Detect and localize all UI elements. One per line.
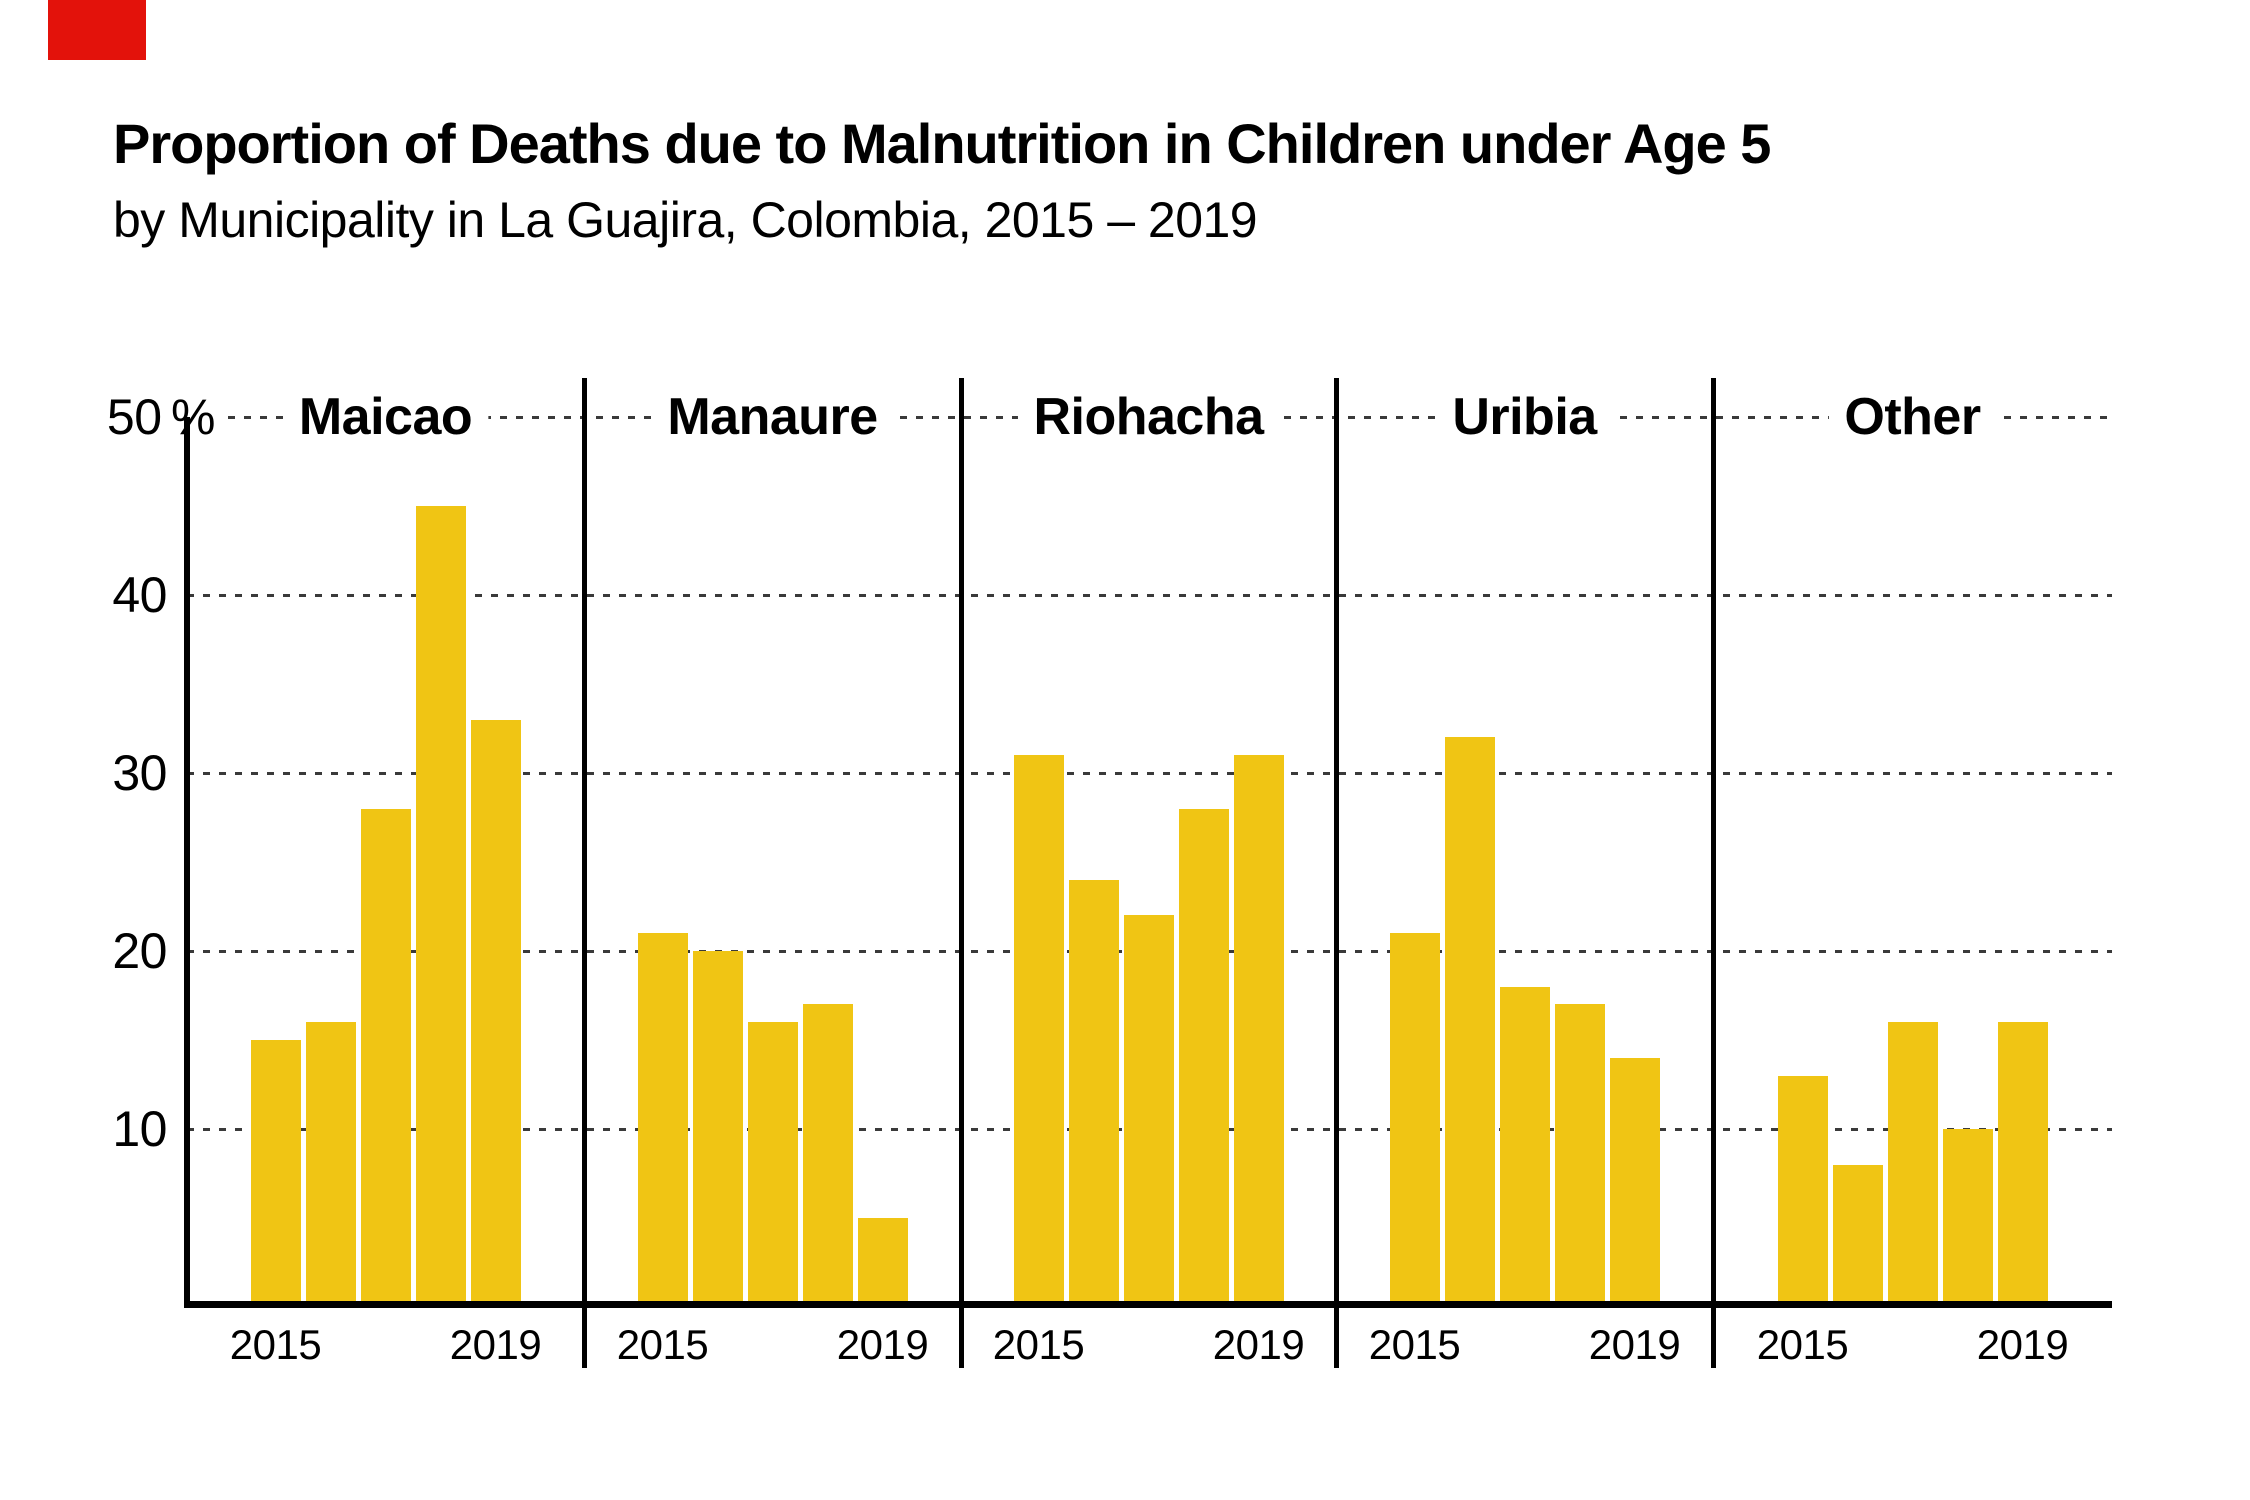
panel-title-other: Other xyxy=(1828,391,1997,443)
brand-red-tab xyxy=(48,0,146,60)
bar-other-2016 xyxy=(1832,1165,1883,1307)
x-tick-other-last: 2019 xyxy=(1976,1321,2069,1368)
y-axis-label-10: 10 xyxy=(112,1101,167,1157)
bar-uribia-2019 xyxy=(1609,1058,1660,1307)
bar-riohacha-2019 xyxy=(1233,755,1284,1307)
panel-title-manaure: Manaure xyxy=(651,391,894,443)
x-tick-maicao-first: 2015 xyxy=(229,1321,322,1368)
bar-manaure-2016 xyxy=(692,951,743,1307)
panel-separator-4 xyxy=(1711,378,1716,1368)
y-axis-label-50: 50 % xyxy=(106,389,216,445)
bar-riohacha-2015 xyxy=(1013,755,1064,1307)
bar-uribia-2015 xyxy=(1389,933,1440,1307)
bar-riohacha-2017 xyxy=(1123,915,1174,1307)
x-tick-riohacha-first: 2015 xyxy=(992,1321,1085,1368)
bar-manaure-2019 xyxy=(857,1218,908,1307)
bar-uribia-2018 xyxy=(1554,1004,1605,1307)
panel-title-uribia: Uribia xyxy=(1436,391,1613,443)
bar-riohacha-2018 xyxy=(1178,809,1229,1307)
bar-other-2015 xyxy=(1777,1076,1828,1307)
bar-other-2017 xyxy=(1887,1022,1938,1307)
bar-manaure-2018 xyxy=(802,1004,853,1307)
panel-separator-1 xyxy=(582,378,587,1368)
bar-manaure-2017 xyxy=(747,1022,798,1307)
bar-other-2018 xyxy=(1942,1129,1993,1307)
x-axis-baseline xyxy=(184,1301,2112,1308)
x-tick-manaure-last: 2019 xyxy=(836,1321,929,1368)
x-tick-uribia-first: 2015 xyxy=(1368,1321,1461,1368)
x-tick-manaure-first: 2015 xyxy=(616,1321,709,1368)
bar-uribia-2017 xyxy=(1499,987,1550,1307)
panel-title-maicao: Maicao xyxy=(282,391,489,443)
bar-maicao-2016 xyxy=(305,1022,356,1307)
x-tick-riohacha-last: 2019 xyxy=(1212,1321,1305,1368)
x-tick-maicao-last: 2019 xyxy=(449,1321,542,1368)
bar-maicao-2015 xyxy=(250,1040,301,1307)
y-axis-label-20: 20 xyxy=(112,923,167,979)
bar-manaure-2015 xyxy=(637,933,688,1307)
panel-separator-2 xyxy=(959,378,964,1368)
bar-maicao-2019 xyxy=(470,720,521,1307)
x-tick-other-first: 2015 xyxy=(1756,1321,1849,1368)
bar-maicao-2017 xyxy=(360,809,411,1307)
panel-separator-3 xyxy=(1334,378,1339,1368)
bar-maicao-2018 xyxy=(415,506,466,1307)
y-axis-label-30: 30 xyxy=(112,745,167,801)
y-axis-line xyxy=(184,417,190,1307)
y-axis-label-40: 40 xyxy=(112,567,167,623)
panel-title-riohacha: Riohacha xyxy=(1017,391,1280,443)
chart-subtitle: by Municipality in La Guajira, Colombia,… xyxy=(113,192,1258,248)
gridline-30 xyxy=(187,772,2112,775)
chart-title: Proportion of Deaths due to Malnutrition… xyxy=(113,112,1771,175)
bar-other-2019 xyxy=(1997,1022,2048,1307)
x-tick-uribia-last: 2019 xyxy=(1588,1321,1681,1368)
gridline-40 xyxy=(187,594,2112,597)
bar-riohacha-2016 xyxy=(1068,880,1119,1307)
bar-uribia-2016 xyxy=(1444,737,1495,1307)
